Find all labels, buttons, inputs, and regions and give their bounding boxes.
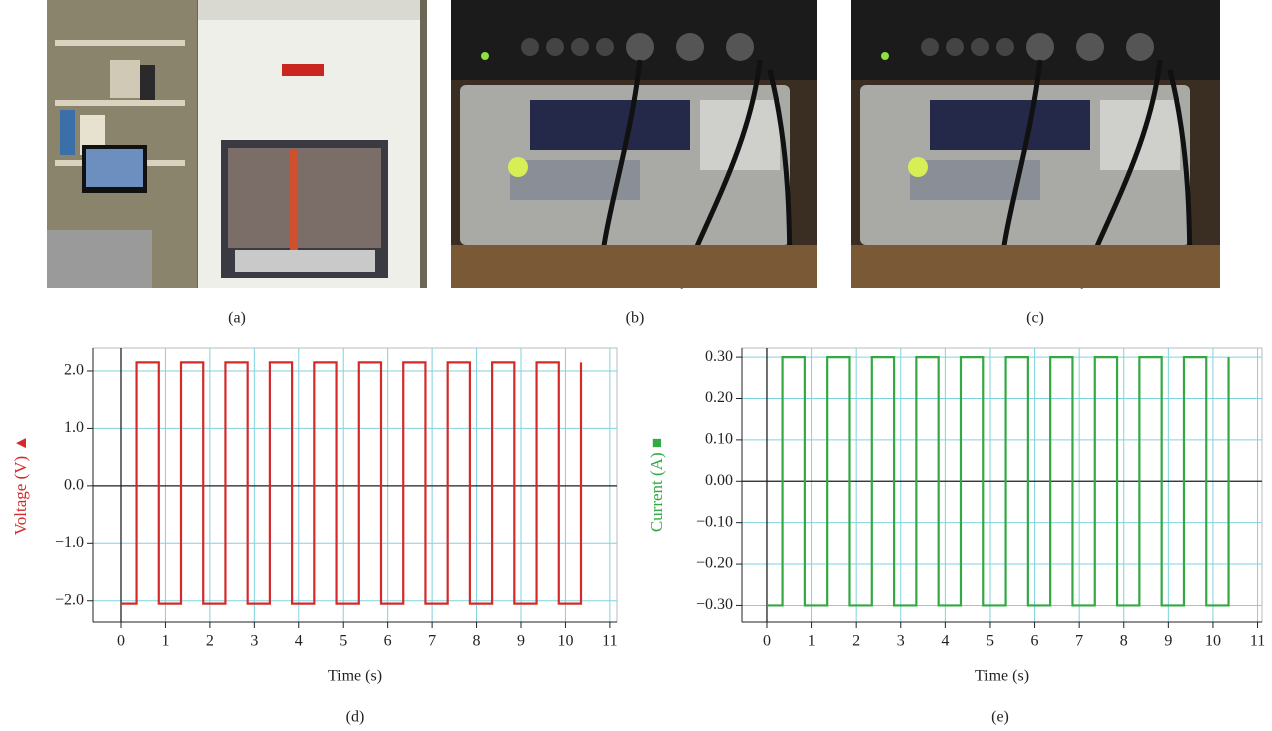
x-tick-label: 5 bbox=[339, 633, 347, 650]
x-tick-label: 6 bbox=[384, 633, 392, 650]
y-axis-label: Voltage (V) ▲ bbox=[11, 435, 30, 536]
x-tick-label: 1 bbox=[161, 633, 169, 650]
y-tick-label: 2.0 bbox=[64, 362, 84, 379]
panel-label: (e) bbox=[991, 709, 1009, 726]
y-axis-label: Current (A) ■ bbox=[647, 438, 666, 532]
x-tick-label: 8 bbox=[1120, 633, 1128, 650]
y-tick-label: 0.00 bbox=[705, 472, 733, 489]
y-tick-label: −0.30 bbox=[696, 596, 733, 613]
x-tick-label: 1 bbox=[808, 633, 816, 650]
x-tick-label: 2 bbox=[852, 633, 860, 650]
y-tick-label: 0.30 bbox=[705, 348, 733, 365]
x-tick-label: 7 bbox=[1075, 633, 1083, 650]
data-line bbox=[766, 356, 1230, 607]
y-tick-label: 0.0 bbox=[64, 477, 84, 494]
photo-c bbox=[851, 0, 1220, 289]
y-tick-label: −2.0 bbox=[55, 591, 84, 608]
y-tick-label: 0.10 bbox=[705, 431, 733, 448]
x-tick-label: 4 bbox=[941, 633, 949, 650]
panel-label: (c) bbox=[1026, 310, 1044, 327]
x-tick-label: 10 bbox=[1205, 633, 1221, 650]
x-tick-label: 8 bbox=[473, 633, 481, 650]
x-tick-label: 5 bbox=[986, 633, 994, 650]
x-tick-label: 9 bbox=[517, 633, 525, 650]
x-tick-label: 0 bbox=[763, 633, 771, 650]
x-tick-label: 6 bbox=[1031, 633, 1039, 650]
plot-area bbox=[92, 347, 618, 623]
photo-a bbox=[47, 0, 427, 288]
panel-label: (a) bbox=[228, 310, 246, 327]
y-tick-label: −0.10 bbox=[696, 513, 733, 530]
y-tick-label: −1.0 bbox=[55, 534, 84, 551]
photo-b bbox=[451, 0, 817, 289]
x-axis-label: Time (s) bbox=[328, 668, 382, 685]
y-tick-label: 1.0 bbox=[64, 419, 84, 436]
x-tick-label: 11 bbox=[602, 633, 617, 650]
x-tick-label: 10 bbox=[557, 633, 573, 650]
x-axis-label: Time (s) bbox=[975, 668, 1029, 685]
x-tick-label: 11 bbox=[1250, 633, 1265, 650]
x-tick-label: 3 bbox=[897, 633, 905, 650]
x-tick-label: 0 bbox=[117, 633, 125, 650]
x-tick-label: 2 bbox=[206, 633, 214, 650]
x-tick-label: 4 bbox=[295, 633, 303, 650]
y-tick-label: 0.20 bbox=[705, 389, 733, 406]
panel-label: (d) bbox=[346, 709, 365, 726]
data-line bbox=[121, 361, 583, 605]
x-tick-label: 9 bbox=[1164, 633, 1172, 650]
plot-area bbox=[741, 347, 1263, 623]
panel-label: (b) bbox=[626, 310, 645, 327]
x-tick-label: 3 bbox=[250, 633, 258, 650]
x-tick-label: 7 bbox=[428, 633, 436, 650]
y-tick-label: −0.20 bbox=[696, 555, 733, 572]
